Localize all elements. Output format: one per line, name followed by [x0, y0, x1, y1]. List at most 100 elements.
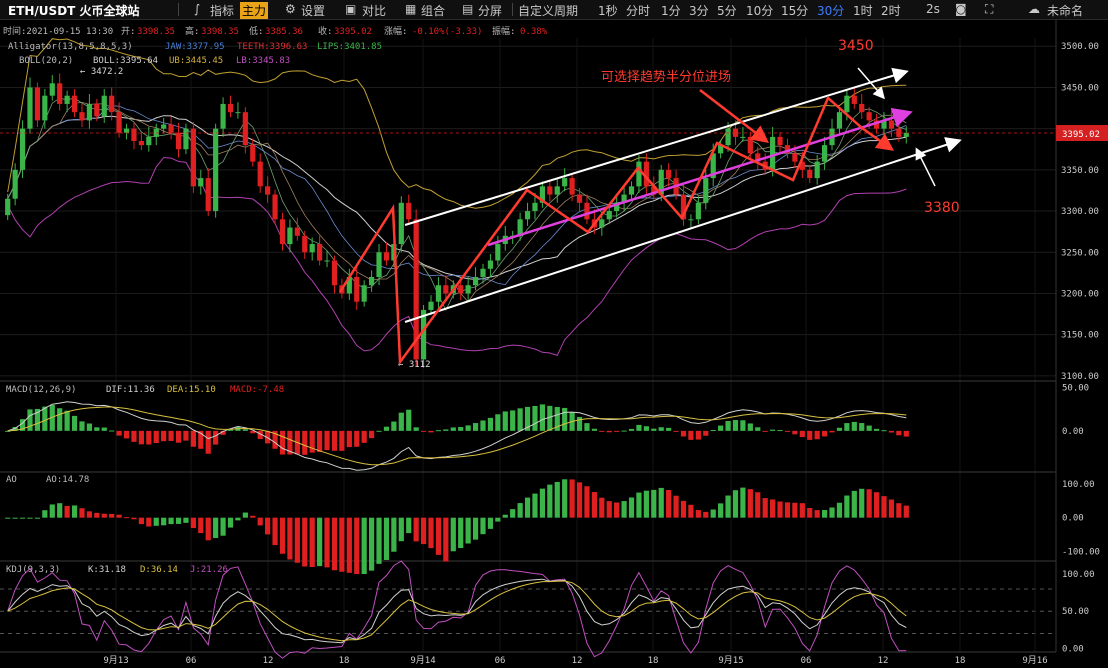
j-legend: J:21.26 — [190, 565, 228, 575]
jaw-legend: JAW:3377.95 — [165, 42, 225, 52]
gear-icon[interactable]: ⚙ — [285, 2, 296, 16]
macd-bar — [755, 427, 761, 431]
combine-button[interactable]: 组合 — [421, 4, 446, 18]
ao-bar — [740, 487, 746, 518]
ao-bar — [49, 504, 55, 518]
ao-bar — [732, 490, 739, 518]
candle-body — [614, 202, 620, 212]
ao-bar — [658, 487, 664, 518]
split-screen-button[interactable]: 分屏 — [478, 4, 503, 18]
ao-bar — [94, 512, 100, 518]
boll-lower-line — [7, 156, 907, 357]
ao-bar — [42, 510, 48, 518]
camera-icon[interactable]: ◙ — [955, 2, 967, 16]
macd-bar — [272, 430, 278, 449]
info-amp-label: 振幅: — [492, 25, 515, 37]
macd-bar — [547, 405, 553, 431]
period-1h[interactable]: 1时 — [853, 4, 873, 18]
candle-body — [524, 211, 531, 220]
ao-bar — [265, 517, 271, 535]
macd-bar — [658, 427, 664, 431]
main-legend: Alligator(13,8,5,8,5,3) JAW:3377.95 TEET… — [8, 42, 382, 66]
fullscreen-icon[interactable]: ⛶ — [985, 2, 994, 16]
custom-period-button[interactable]: 自定义周期 — [518, 4, 579, 18]
period-5m[interactable]: 5分 — [717, 4, 737, 18]
candle-body — [175, 132, 182, 150]
ao-bar — [5, 517, 11, 519]
candle-body — [346, 276, 352, 294]
period-10m[interactable]: 10分 — [746, 4, 774, 18]
ao-bar — [443, 517, 449, 562]
ao-bar — [718, 503, 724, 518]
period-15m[interactable]: 15分 — [781, 4, 809, 18]
layout-name[interactable]: 未命名 — [1047, 4, 1084, 18]
candle-body — [458, 285, 464, 294]
candle-body — [406, 202, 412, 220]
jaw-line — [7, 105, 907, 286]
indicator-tick-label: 50.00 — [1062, 607, 1089, 617]
candle-body — [747, 136, 753, 154]
ao-bar — [123, 517, 130, 519]
macd-bar — [807, 430, 813, 440]
macd-bar — [896, 430, 902, 436]
indicators-button[interactable]: 指标 — [210, 4, 235, 18]
ao-bar — [101, 513, 107, 518]
ao-bar — [198, 517, 204, 534]
main-force-button[interactable]: 主力 — [240, 2, 269, 19]
cloud-icon[interactable]: ☁ — [1028, 2, 1040, 16]
macd-bar — [814, 430, 820, 440]
macd-bar — [554, 407, 560, 431]
ao-bar — [532, 493, 538, 518]
macd-bar — [747, 423, 753, 431]
period-1s[interactable]: 1秒 — [598, 4, 618, 18]
price-tick-label: 3300.00 — [1061, 207, 1099, 217]
candle-body — [695, 202, 701, 220]
ao-bar — [472, 517, 479, 540]
split-icon[interactable]: ▤ — [462, 2, 474, 16]
compare-icon[interactable]: ▣ — [345, 2, 357, 16]
ao-bar — [673, 495, 679, 518]
period-1m[interactable]: 1分 — [661, 4, 681, 18]
settings-button[interactable]: 设置 — [301, 4, 326, 18]
teeth-line — [7, 101, 907, 303]
ao-bar — [331, 517, 338, 571]
price-tick-label: 3500.00 — [1061, 42, 1099, 52]
combine-icon[interactable]: ▦ — [405, 2, 417, 16]
ao-bar — [606, 501, 612, 518]
ao-bar — [131, 517, 137, 520]
ao-bar — [235, 517, 241, 521]
symbol-selector[interactable]: ETH/USDT 火币全球站 — [8, 4, 140, 18]
ao-bar — [242, 512, 248, 518]
ao-bar — [361, 517, 367, 575]
lower-channel-line — [404, 137, 962, 323]
candle-body — [220, 103, 226, 129]
period-2h[interactable]: 2时 — [881, 4, 901, 18]
candle-body — [569, 178, 575, 195]
indicator-tick-label: -100.00 — [1062, 547, 1100, 557]
info-change-label: 涨幅: — [384, 25, 407, 37]
period-3m[interactable]: 3分 — [689, 4, 709, 18]
candle-body — [398, 202, 404, 245]
indicator-tick-label: 100.00 — [1062, 480, 1095, 490]
period-30m[interactable]: 30分 — [817, 4, 845, 18]
ao-bar — [524, 497, 531, 518]
indicator-icon[interactable]: ∫ — [194, 2, 201, 16]
candle-body — [606, 211, 612, 220]
macd-bar — [487, 417, 494, 431]
ao-bar — [599, 497, 605, 518]
ao-bar — [562, 479, 568, 518]
pane-separators — [0, 380, 1108, 653]
pointer-3380 — [915, 147, 936, 187]
kdj-legend-title: KDJ(9,3,3) — [6, 565, 60, 575]
macd-bar — [495, 414, 501, 431]
ao-bar — [324, 517, 330, 568]
compare-button[interactable]: 对比 — [362, 4, 387, 18]
ao-bar — [510, 509, 516, 518]
price-tick-label: 3150.00 — [1061, 331, 1099, 341]
ao-bar — [896, 503, 902, 518]
refresh-interval[interactable]: 2s — [926, 2, 940, 16]
macd-bar — [287, 430, 293, 455]
macd-bar — [524, 406, 531, 431]
macd-bar — [821, 430, 828, 437]
period-timeline[interactable]: 分时 — [626, 4, 651, 18]
